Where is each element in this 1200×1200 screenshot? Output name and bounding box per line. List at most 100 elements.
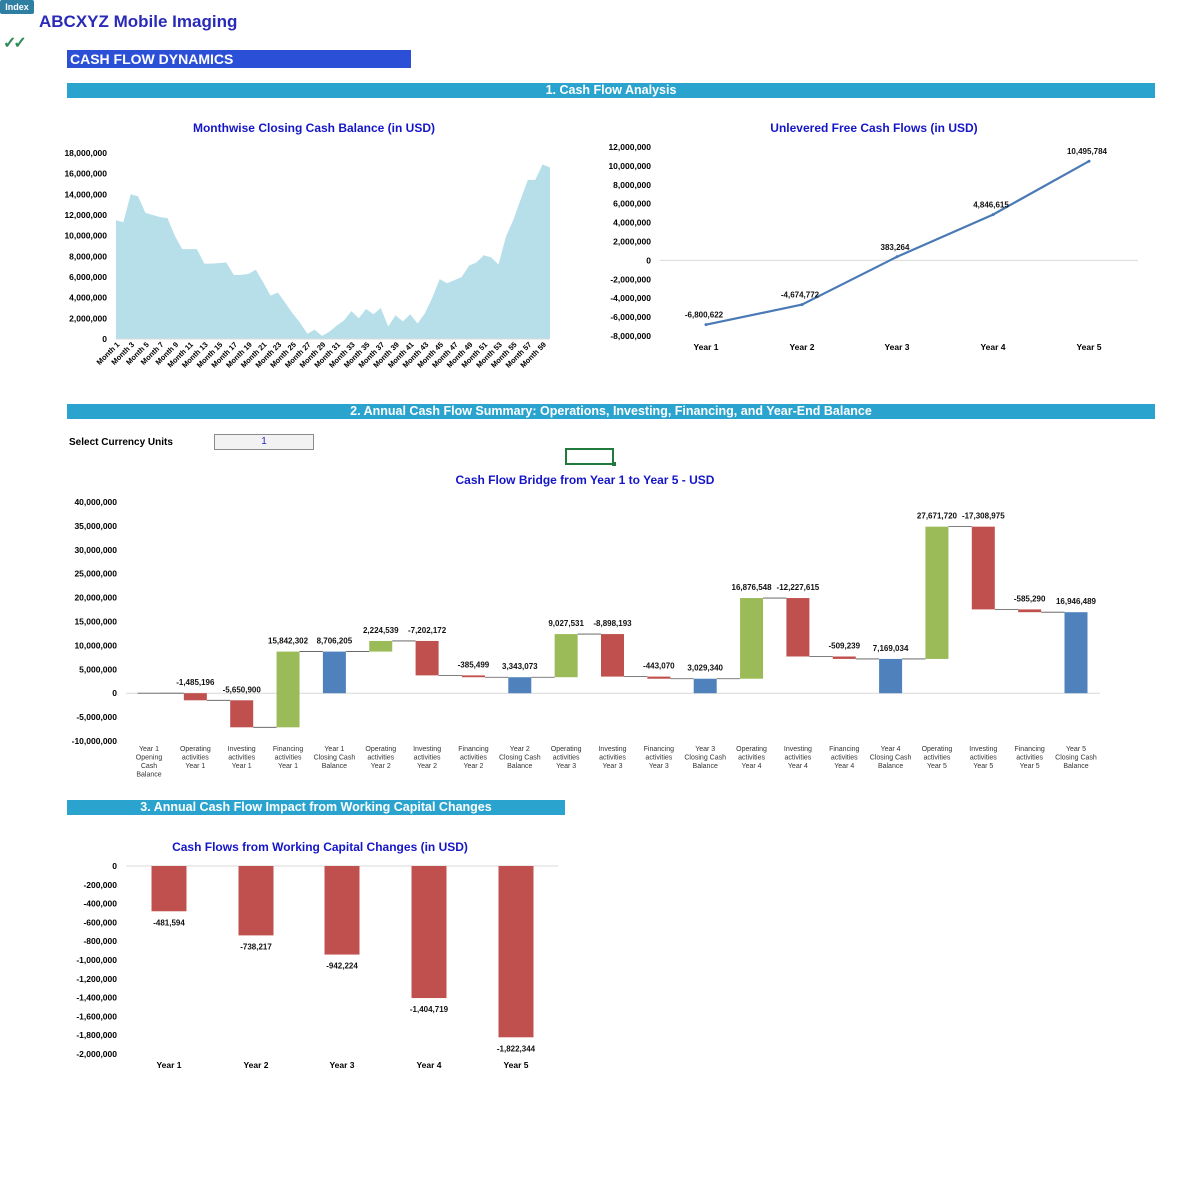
- x-tick-label: Cash: [141, 763, 157, 770]
- ufcf-point: [895, 255, 899, 259]
- total-bar: [322, 651, 346, 694]
- wc-bar: [238, 866, 274, 936]
- x-tick-label: Year 4: [980, 342, 1005, 352]
- x-tick-label: Year 3: [695, 746, 715, 753]
- bridge-data-label: -585,290: [1014, 594, 1046, 603]
- ufcf-data-label: 10,495,784: [1067, 147, 1108, 156]
- x-tick-label: Closing Cash: [870, 755, 912, 762]
- x-tick-label: Closing Cash: [684, 755, 726, 762]
- x-tick-label: Year 2: [417, 763, 437, 770]
- y-tick-label: 12,000,000: [64, 210, 107, 220]
- x-tick-label: Year 2: [371, 763, 391, 770]
- increase-bar: [925, 526, 949, 659]
- x-tick-label: Opening: [136, 755, 163, 762]
- x-tick-label: Investing: [784, 746, 812, 753]
- decrease-bar: [832, 656, 856, 659]
- x-tick-label: Financing: [644, 746, 674, 753]
- ufcf-data-label: 4,846,615: [973, 201, 1009, 210]
- x-tick-label: Operating: [736, 746, 767, 753]
- y-tick-label: 20,000,000: [74, 593, 117, 603]
- bridge-data-label: -17,308,975: [962, 512, 1005, 521]
- page-banner: CASH FLOW DYNAMICS: [67, 50, 411, 68]
- x-tick-label: Year 5: [1066, 746, 1086, 753]
- y-tick-label: 6,000,000: [613, 199, 651, 209]
- y-tick-label: -8,000,000: [610, 331, 651, 341]
- increase-bar: [740, 598, 764, 679]
- x-tick-label: Year 3: [329, 1060, 354, 1070]
- x-tick-label: activities: [924, 755, 951, 762]
- bridge-data-label: 3,343,073: [502, 662, 538, 671]
- working-capital-bar-chart: -2,000,000 -1,800,000 -1,600,000 -1,400,000…: [76, 861, 558, 1070]
- wc-data-label: -942,224: [326, 962, 358, 971]
- ufcf-line-chart: -8,000,000 -6,000,000 -4,000,000 -2,000,000…: [608, 142, 1138, 352]
- closing-cash-chart-title: Monthwise Closing Cash Balance (in USD): [192, 121, 436, 135]
- x-tick-label: Closing Cash: [499, 755, 541, 762]
- x-tick-label: Year 5: [973, 763, 993, 770]
- x-tick-label: Closing Cash: [1055, 755, 1097, 762]
- closing-cash-area-chart: 0 2,000,000 4,000,000 6,000,000 8,000,000 10,…: [64, 148, 550, 370]
- bridge-data-label: -385,499: [458, 660, 490, 669]
- y-tick-label: 8,000,000: [613, 180, 651, 190]
- wc-bar: [411, 866, 447, 999]
- wc-data-label: -1,822,344: [497, 1044, 536, 1053]
- x-tick-label: Year 1: [232, 763, 252, 770]
- ufcf-data-label: -6,800,622: [685, 311, 724, 320]
- working-capital-chart-title: Cash Flows from Working Capital Changes …: [172, 840, 468, 854]
- bridge-data-label: 3,029,340: [687, 664, 723, 673]
- ufcf-point: [991, 213, 995, 217]
- section-header-cash-flow-analysis: 1. Cash Flow Analysis: [67, 83, 1155, 98]
- index-button[interactable]: Index: [0, 0, 34, 14]
- selected-cell[interactable]: [565, 448, 614, 465]
- y-tick-label: 12,000,000: [608, 142, 651, 152]
- bridge-data-label: 27,671,720: [917, 512, 958, 521]
- decrease-bar: [1018, 609, 1042, 613]
- decrease-bar: [183, 693, 207, 701]
- decrease-bar: [786, 598, 810, 657]
- y-tick-label: -2,000,000: [76, 1049, 117, 1059]
- x-tick-label: activities: [831, 755, 858, 762]
- x-tick-label: activities: [970, 755, 997, 762]
- y-tick-label: 10,000,000: [74, 640, 117, 650]
- currency-units-input[interactable]: [214, 434, 314, 450]
- y-tick-label: -4,000,000: [610, 293, 651, 303]
- ufcf-point: [1087, 159, 1091, 163]
- x-tick-label: Investing: [598, 746, 626, 753]
- y-tick-label: 5,000,000: [79, 664, 117, 674]
- x-tick-label: Year 1: [278, 763, 298, 770]
- fill-handle[interactable]: [612, 462, 616, 466]
- increase-bar: [369, 640, 393, 652]
- x-tick-label: Operating: [180, 746, 211, 753]
- total-bar: [1064, 612, 1088, 694]
- x-tick-label: Financing: [1014, 746, 1044, 753]
- x-tick-label: Balance: [878, 763, 903, 770]
- decrease-bar: [415, 640, 439, 676]
- x-tick-label: Balance: [507, 763, 532, 770]
- x-tick-label: Year 4: [834, 763, 854, 770]
- y-tick-label: -600,000: [83, 917, 117, 927]
- y-tick-label: 2,000,000: [613, 237, 651, 247]
- x-tick-label: activities: [1016, 755, 1043, 762]
- x-tick-label: Year 1: [693, 342, 718, 352]
- y-tick-label: 40,000,000: [74, 497, 117, 507]
- x-tick-label: Year 2: [243, 1060, 268, 1070]
- bridge-data-label: 2,224,539: [363, 626, 399, 635]
- x-tick-label: Balance: [136, 772, 161, 779]
- bridge-data-label: -509,239: [828, 641, 860, 650]
- x-tick-label: Year 4: [788, 763, 808, 770]
- y-tick-label: -200,000: [83, 880, 117, 890]
- company-title: ABCXYZ Mobile Imaging: [39, 12, 238, 31]
- bridge-data-label: 16,876,548: [732, 583, 773, 592]
- x-tick-label: activities: [784, 755, 811, 762]
- bridge-data-label: -7,202,172: [408, 626, 447, 635]
- x-tick-label: Operating: [551, 746, 582, 753]
- x-tick-label: Year 1: [156, 1060, 181, 1070]
- x-tick-label: activities: [645, 755, 672, 762]
- y-tick-label: -1,000,000: [76, 955, 117, 965]
- x-tick-label: Year 2: [789, 342, 814, 352]
- y-tick-label: 10,000,000: [64, 231, 107, 241]
- y-tick-label: -400,000: [83, 899, 117, 909]
- wc-bar: [151, 866, 187, 912]
- increase-bar: [276, 651, 300, 728]
- y-tick-label: 35,000,000: [74, 521, 117, 531]
- currency-units-label: Select Currency Units: [69, 437, 173, 448]
